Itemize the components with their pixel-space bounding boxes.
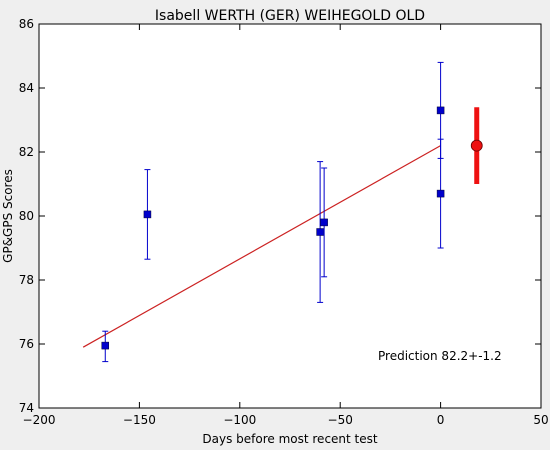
- x-tick-label: −200: [23, 413, 56, 427]
- data-point: [320, 218, 328, 227]
- x-tick-label: −150: [123, 413, 156, 427]
- y-tick-label: 74: [19, 401, 34, 415]
- prediction-annotation: Prediction 82.2+-1.2: [378, 349, 502, 363]
- regression-line: [82, 145, 441, 348]
- data-point: [436, 189, 445, 198]
- prediction-point: [470, 139, 483, 152]
- data-point: [436, 106, 445, 115]
- y-tick-label: 76: [19, 337, 34, 351]
- x-tick-label: −50: [328, 413, 353, 427]
- plot-area: [38, 23, 542, 409]
- y-tick-label: 86: [19, 17, 34, 31]
- x-tick-label: −100: [223, 413, 256, 427]
- data-point: [143, 210, 152, 219]
- y-axis-label: GP&GPS Scores: [1, 169, 15, 263]
- y-tick-label: 82: [19, 145, 34, 159]
- y-tick-label: 80: [19, 209, 34, 223]
- x-axis-label: Days before most recent test: [202, 432, 377, 446]
- y-tick-label: 78: [19, 273, 34, 287]
- x-tick-label: 50: [533, 413, 548, 427]
- data-point: [316, 228, 324, 236]
- data-point: [101, 341, 110, 350]
- x-tick-label: 0: [437, 413, 445, 427]
- chart-title: Isabell WERTH (GER) WEIHEGOLD OLD: [155, 8, 425, 24]
- y-tick-label: 84: [19, 81, 34, 95]
